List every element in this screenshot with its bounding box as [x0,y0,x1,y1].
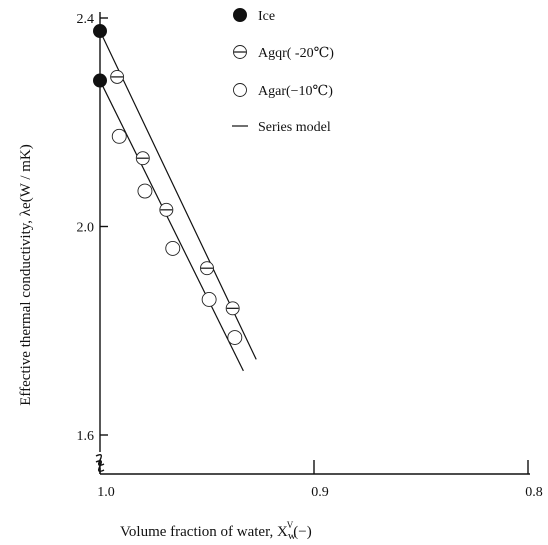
x-tick-label: 0.9 [311,485,329,500]
legend-agqr-label: Agqr( -20℃) [258,46,334,61]
agar-point [201,292,217,307]
x-ticks: 1.0 0.9 0.8 [97,460,543,500]
x-tick-label: 1.0 [97,485,115,500]
x-axis-title-sub: w [288,530,296,542]
legend-agar-label: Agar(−10℃) [258,84,333,99]
legend-ice-label: Ice [258,9,275,24]
y-tick-label: 2.0 [77,221,95,236]
x-axis-title-sup: V [287,520,294,530]
y-tick-label: 2.4 [77,12,95,27]
x-axis-title-unit: (−) [293,524,311,540]
y-tick-label: 1.6 [77,429,95,444]
legend: Ice Agqr( -20℃) Agar(−10℃) Series model [232,8,334,135]
ice-point [93,24,107,39]
ice-point [93,73,107,88]
axes [95,12,530,475]
y-axis-title: Effective thermal conductivity, λe(W / m… [18,144,34,406]
x-tick-label: 0.8 [525,485,543,500]
legend-series-model-label: Series model [258,120,331,135]
y-ticks: 2.4 2.0 1.6 [77,12,108,444]
series-model-line [99,80,244,372]
agar-point [111,128,127,144]
agar-point [165,240,181,256]
agar-point [137,183,153,199]
data-points [93,24,243,345]
x-axis-title: Volume fraction of water, XwV(−) [120,520,312,542]
agar-point [227,330,243,345]
legend-agar-marker [233,83,247,97]
x-axis-title-main: Volume fraction of water, X [120,524,288,540]
legend-ice-marker [233,8,247,22]
series-lines [99,30,257,372]
